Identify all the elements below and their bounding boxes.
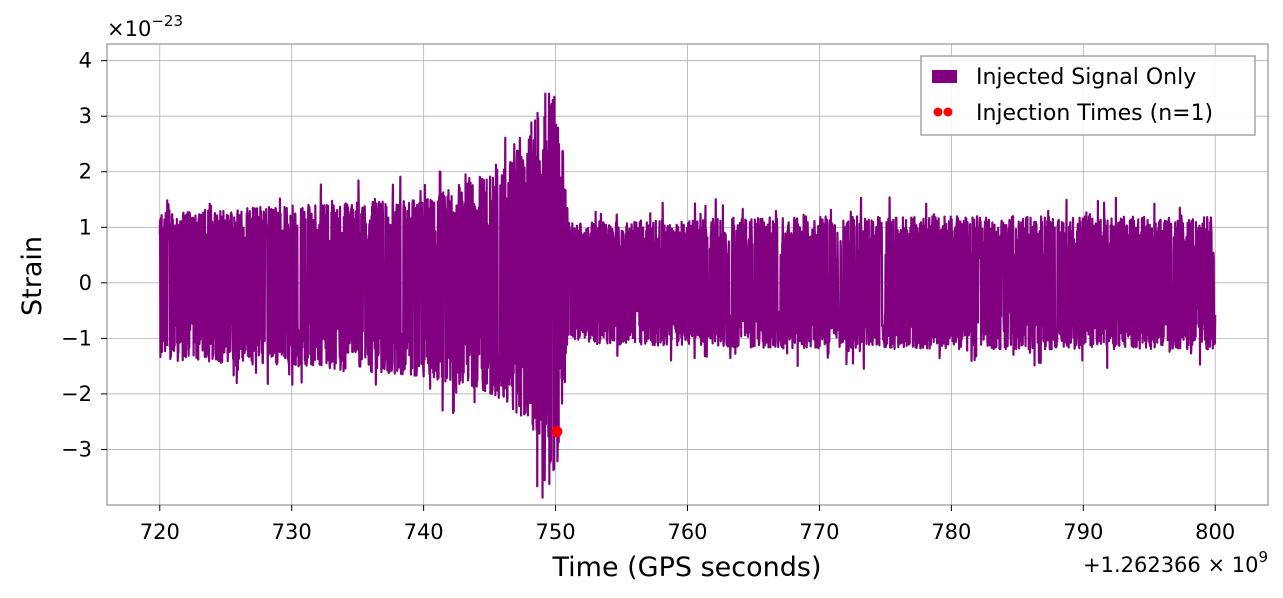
legend-marker-injection-a [933,107,943,117]
y-tick-label: −3 [61,437,92,461]
y-tick-label: 1 [79,215,92,239]
y-tick-label: −1 [61,326,92,350]
x-tick-label: 750 [536,520,576,544]
y-scale-text: ×10−23 [107,12,183,41]
legend-swatch-injected-signal [932,70,957,83]
x-tick-label: 770 [799,520,839,544]
x-offset-base: +1.262366 × 10 [1083,553,1258,577]
y-tick-label: 3 [79,104,92,128]
y-scale-exponent: −23 [151,12,183,30]
x-offset-text: +1.262366 × 109 [1083,548,1268,577]
y-tick-label: 0 [79,271,92,295]
legend: Injected Signal Only Injection Times (n=… [920,55,1256,136]
y-tick-label: 4 [79,49,92,73]
legend-box [920,55,1256,136]
legend-label-injection-times: Injection Times (n=1) [976,101,1213,126]
x-axis-ticks: 720 730 740 750 760 770 780 790 800 [140,505,1235,544]
x-tick-label: 730 [272,520,312,544]
y-axis-ticks: −3 −2 −1 0 1 2 3 4 [61,49,107,461]
signal-series [158,92,1217,499]
injection-point [551,426,563,438]
x-tick-label: 780 [931,520,971,544]
x-tick-label: 760 [667,520,707,544]
y-scale-base: ×10 [107,17,151,41]
x-tick-label: 800 [1195,520,1235,544]
x-offset-exponent: 9 [1258,548,1268,566]
injection-points [551,426,563,438]
x-tick-label: 740 [404,520,444,544]
y-tick-label: −2 [61,382,92,406]
x-axis-label: Time (GPS seconds) [551,552,821,583]
signal-line [158,92,1217,499]
x-tick-label: 790 [1063,520,1103,544]
y-tick-label: 2 [79,160,92,184]
legend-marker-injection-b [943,107,953,117]
x-tick-label: 720 [140,520,180,544]
y-axis-label: Strain [17,236,48,316]
legend-label-injected-signal: Injected Signal Only [976,65,1196,90]
